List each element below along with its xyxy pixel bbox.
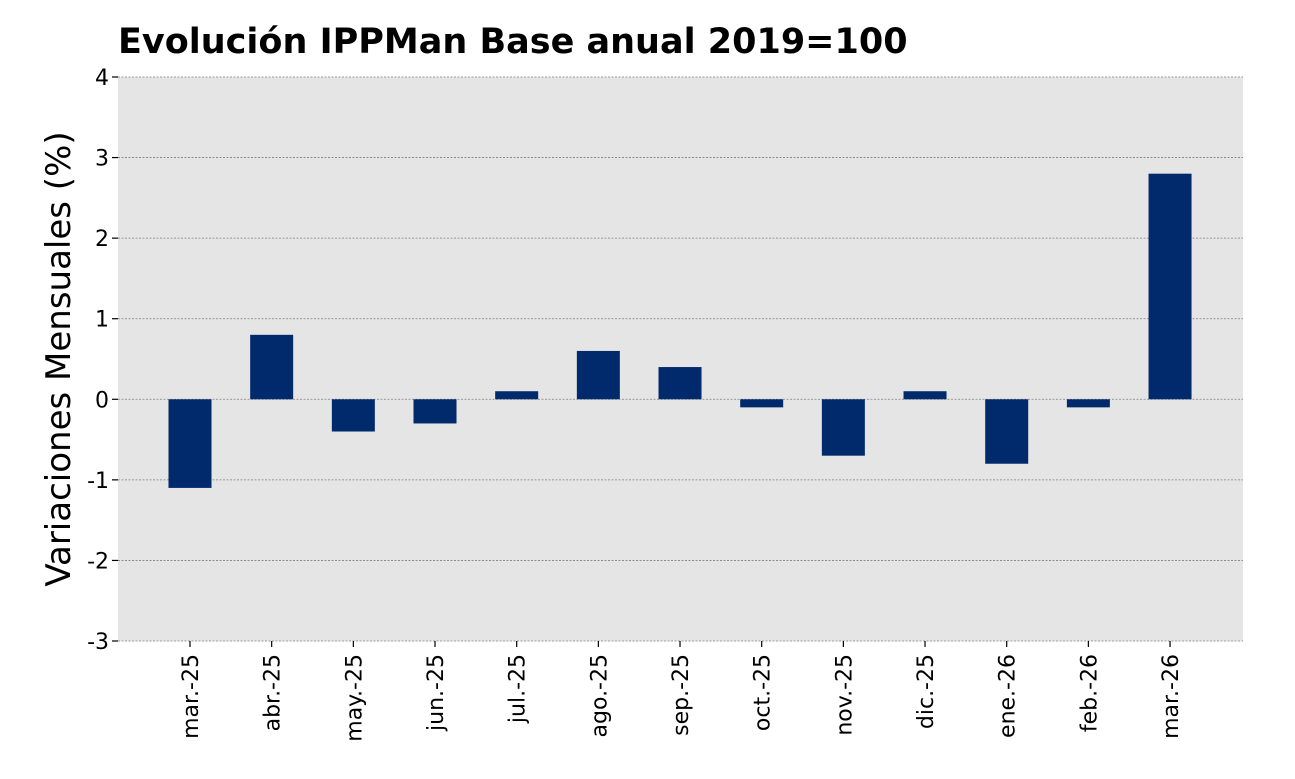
x-tick-label: ene.-26	[996, 654, 1021, 738]
x-tick-label: feb.-26	[1077, 654, 1102, 732]
bar-abr.-25	[250, 334, 294, 400]
x-axis: mar.-25 abr.-25 may.-25 jun.-25 jul.-25 ago.-…	[179, 641, 1184, 742]
bar-mar.-26	[1148, 173, 1192, 400]
y-tick-label: -3	[87, 630, 109, 655]
x-tick-label: mar.-26	[1159, 654, 1184, 739]
y-tick-label: 1	[95, 308, 109, 333]
bar-dic.-25	[903, 391, 947, 400]
x-tick-label: jun.-25	[424, 654, 449, 732]
y-tick-label: 4	[95, 66, 109, 91]
x-tick-label: ago.-25	[587, 654, 612, 737]
x-tick-label: jul.-25	[506, 654, 531, 724]
bar-jul.-25	[495, 391, 539, 400]
x-tick-label: nov.-25	[832, 654, 857, 736]
y-tick-label: -1	[87, 469, 109, 494]
y-axis: -3 -2 -1 0 1 2 3 4	[87, 66, 118, 655]
bar-ene.-26	[985, 399, 1029, 464]
y-tick-label: -2	[87, 549, 109, 574]
bar-mar.-25	[168, 399, 212, 488]
chart-title: Evolución IPPMan Base anual 2019=100	[118, 22, 908, 62]
x-tick-label: dic.-25	[914, 654, 939, 729]
gridlines	[118, 76, 1243, 642]
y-axis-label: Variaciones Mensuales (%)	[39, 131, 79, 586]
x-tick-label: may.-25	[342, 654, 367, 742]
x-tick-label: sep.-25	[669, 654, 694, 736]
y-tick-label: 3	[95, 147, 109, 172]
x-tick-label: abr.-25	[261, 654, 286, 731]
y-tick-label: 0	[95, 388, 109, 413]
bar-may.-25	[331, 399, 375, 432]
bars	[168, 173, 1192, 488]
bar-feb.-26	[1066, 399, 1110, 408]
bar-nov.-25	[821, 399, 865, 456]
bar-oct.-25	[740, 399, 784, 408]
bar-ago.-25	[576, 350, 620, 400]
y-tick-label: 2	[95, 227, 109, 252]
x-tick-label: mar.-25	[179, 654, 204, 739]
bar-sep.-25	[658, 367, 702, 400]
bar-jun.-25	[413, 399, 457, 424]
x-tick-label: oct.-25	[751, 654, 776, 731]
plot-area	[118, 77, 1243, 641]
